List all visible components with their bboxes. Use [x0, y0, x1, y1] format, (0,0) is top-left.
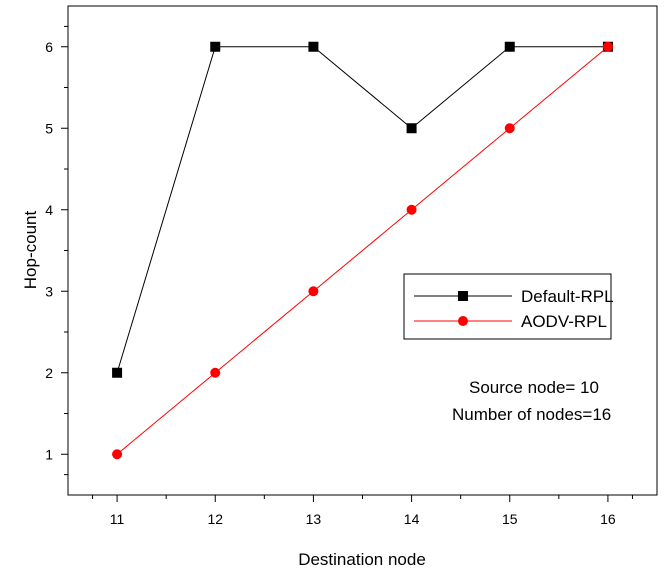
- x-tick-label: 12: [207, 511, 223, 527]
- series-layer: [112, 41, 613, 460]
- x-tick-label: 16: [600, 511, 616, 527]
- y-tick-label: 4: [45, 202, 53, 218]
- legend-box: [403, 273, 612, 340]
- series-line-default-rpl: [116, 46, 608, 373]
- annotation-number-of-nodes: Number of nodes=16: [452, 405, 611, 424]
- y-tick-label: 1: [45, 446, 53, 462]
- y-axis-title: Hop-count: [21, 211, 40, 290]
- data-point-aodv-rpl: [602, 41, 613, 52]
- y-tick-label: 5: [45, 120, 53, 136]
- x-axis-ticks: 11 12 13 14 15 16: [92, 495, 633, 527]
- y-axis-ticks: 1 2 3 4 5 6: [45, 25, 68, 476]
- data-point-aodv-rpl: [210, 367, 221, 378]
- y-tick-label: 3: [45, 283, 53, 299]
- data-point-default-rpl: [504, 41, 515, 52]
- x-tick-label: 11: [110, 511, 125, 527]
- data-point-aodv-rpl: [308, 286, 319, 297]
- x-tick-label: 13: [306, 511, 322, 527]
- data-point-aodv-rpl: [112, 449, 123, 460]
- data-point-default-rpl: [112, 367, 123, 378]
- x-tick-label: 14: [404, 511, 420, 527]
- data-point-aodv-rpl: [406, 204, 417, 215]
- legend-marker-default-rpl: [458, 291, 468, 301]
- x-tick-label: 15: [502, 511, 518, 527]
- data-point-default-rpl: [308, 41, 319, 52]
- y-tick-label: 6: [45, 39, 53, 55]
- data-point-aodv-rpl: [504, 123, 515, 134]
- data-point-default-rpl: [210, 41, 221, 52]
- x-axis-title: Destination node: [298, 550, 426, 569]
- legend: Default-RPL AODV-RPL: [403, 273, 614, 340]
- legend-marker-aodv-rpl: [458, 316, 468, 326]
- data-point-default-rpl: [406, 123, 417, 134]
- series-line-aodv-rpl: [116, 46, 609, 455]
- y-tick-label: 2: [45, 365, 53, 381]
- legend-label-default-rpl: Default-RPL: [521, 287, 614, 306]
- annotation-source-node: Source node= 10: [469, 378, 599, 397]
- legend-label-aodv-rpl: AODV-RPL: [521, 312, 607, 331]
